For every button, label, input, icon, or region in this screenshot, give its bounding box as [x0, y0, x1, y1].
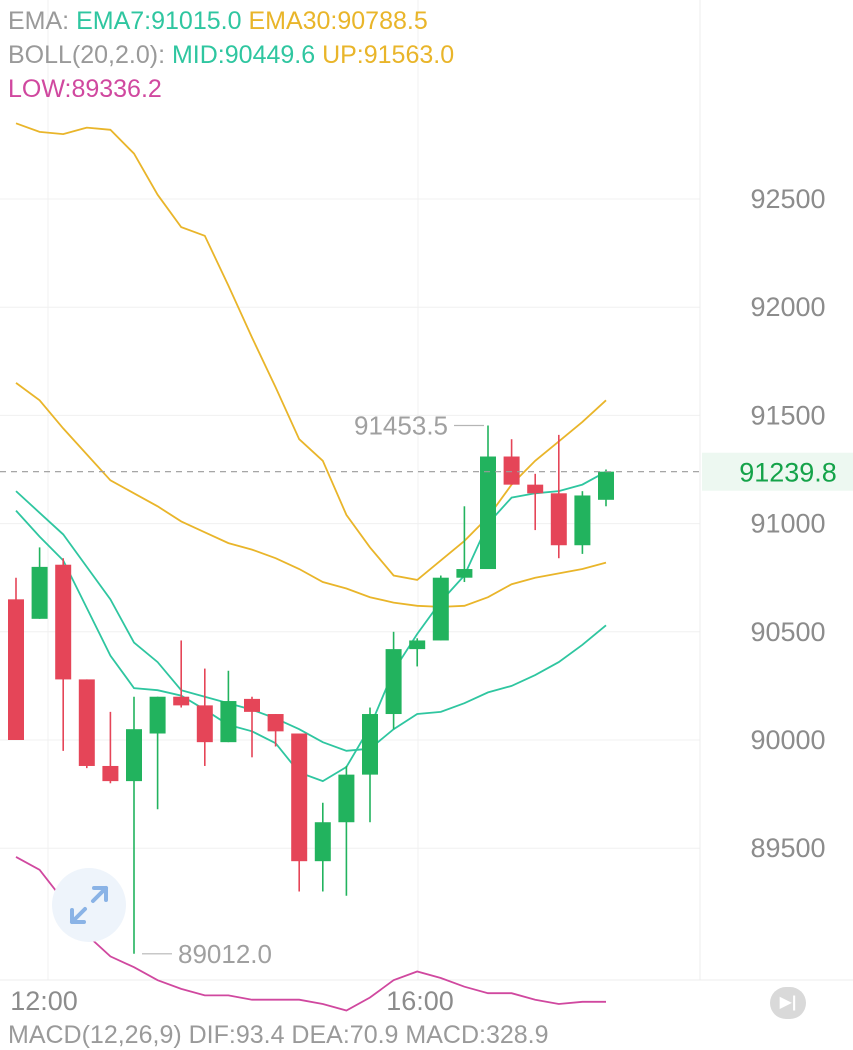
grid	[0, 0, 853, 981]
last-price-label: 91239.8	[739, 458, 837, 488]
candle-down	[8, 577, 24, 740]
candle-down	[102, 711, 119, 784]
candle-body	[314, 822, 331, 862]
series-line-up	[15, 122, 607, 581]
candle-up	[314, 802, 331, 892]
candle-body	[126, 729, 142, 782]
candle-body	[291, 733, 308, 862]
candle-body	[480, 456, 496, 570]
candle-up	[432, 575, 449, 641]
time-tick-label: 12:00	[10, 986, 78, 1016]
boll-low-legend: LOW:89336.2	[8, 72, 162, 106]
skip-to-latest-button[interactable]: ▶|	[770, 987, 806, 1019]
price-axis: 92500 92000 91500 91000 90500 90000 89500	[750, 184, 825, 863]
series-line-mid	[15, 490, 607, 752]
candles	[8, 425, 614, 954]
time-axis: 12:00 16:00	[10, 986, 454, 1016]
price-tick-label: 92500	[750, 184, 825, 214]
candle-body	[196, 705, 213, 743]
candle-down	[503, 439, 520, 485]
candle-body	[503, 456, 520, 485]
price-tick-label: 91000	[750, 509, 825, 539]
candle-down	[173, 640, 190, 708]
candle-up	[220, 670, 237, 743]
ema7-value: EMA7:91015.0	[76, 7, 242, 35]
candle-up	[385, 631, 402, 730]
price-tick-label: 90000	[750, 725, 825, 755]
candle-body	[244, 698, 260, 712]
candle-body	[31, 566, 48, 619]
candle-up	[149, 696, 166, 810]
candle-body	[409, 640, 426, 650]
series-line-ema7	[15, 470, 607, 783]
candle-down	[196, 668, 213, 766]
candle-body	[432, 577, 449, 641]
candle-body	[102, 765, 119, 782]
candle-body	[149, 696, 166, 734]
candle-body	[55, 564, 72, 680]
candle-up	[480, 425, 496, 570]
ema-legend: EMA: EMA7:91015.0 EMA30:90788.5	[8, 4, 428, 38]
price-tick-label: 91500	[750, 400, 825, 430]
candle-body	[220, 701, 237, 743]
macd-legend: MACD(12,26,9) DIF:93.4 DEA:70.9 MACD:328…	[8, 1021, 549, 1049]
last-price-tag	[702, 452, 853, 491]
candle-up	[456, 506, 473, 583]
candle-body	[385, 649, 402, 715]
candle-up	[409, 638, 426, 667]
boll-mid-value: MID:90449.6	[171, 41, 316, 69]
skip-to-latest-icon: ▶|	[779, 994, 797, 1011]
series-line-ema30	[15, 382, 607, 608]
candle-up	[574, 491, 591, 554]
expand-icon	[70, 886, 108, 924]
candle-body	[456, 569, 473, 578]
candle-up	[338, 765, 355, 896]
candle-down	[78, 679, 95, 769]
candle-up	[126, 696, 142, 954]
candle-body	[598, 471, 614, 500]
candle-body	[173, 696, 190, 706]
candle-body	[78, 679, 95, 766]
candle-body	[527, 484, 544, 494]
candle-down	[550, 434, 567, 559]
series-line-low	[15, 856, 606, 1012]
candle-body	[267, 714, 284, 732]
boll-up-value: UP:91563.0	[322, 41, 455, 69]
candle-body	[550, 493, 567, 546]
candle-body	[338, 774, 355, 823]
boll-low-value: LOW:89336.2	[8, 75, 162, 103]
ema-prefix: EMA:	[8, 7, 70, 35]
candle-down	[291, 733, 308, 892]
candle-body	[8, 599, 24, 740]
candle-up	[362, 707, 378, 823]
boll-legend: BOLL(20,2.0): MID:90449.6 UP:91563.0	[8, 38, 454, 72]
candle-up	[598, 469, 614, 507]
price-tick-label: 92000	[750, 292, 825, 322]
candle-down	[267, 714, 284, 747]
candle-body	[574, 495, 591, 546]
candle-down	[55, 558, 72, 751]
annotations: 91453.5 89012.0 91239.8	[0, 410, 853, 969]
price-tick-label: 90500	[750, 617, 825, 647]
time-tick-label: 16:00	[386, 986, 454, 1016]
indicator-lines	[15, 122, 607, 1012]
candle-body	[362, 714, 378, 775]
candle-down	[527, 473, 544, 531]
boll-prefix: BOLL(20,2.0):	[8, 41, 166, 69]
high-price-label: 91453.5	[354, 410, 448, 440]
candle-down	[244, 696, 260, 758]
candle-up	[31, 547, 48, 619]
low-price-label: 89012.0	[178, 939, 272, 969]
expand-button[interactable]	[52, 868, 126, 942]
price-tick-label: 89500	[750, 833, 825, 863]
ema30-value: EMA30:90788.5	[248, 7, 428, 35]
